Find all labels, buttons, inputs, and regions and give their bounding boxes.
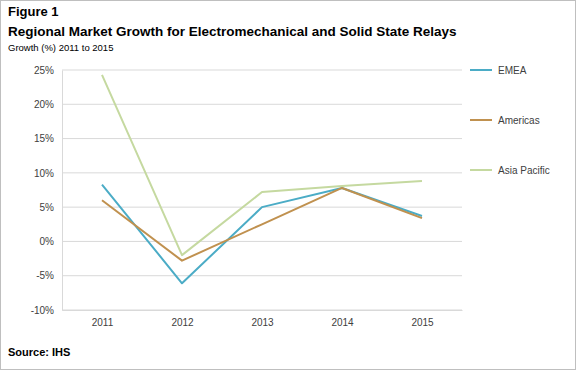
x-tick: 2012 [171,310,194,328]
x-tick-label: 2015 [411,317,434,328]
y-tick-label: 15% [34,133,54,144]
subtitle: Growth (%) 2011 to 2015 [8,42,113,53]
grid-line [62,138,462,139]
legend-label: Asia Pacific [498,165,550,176]
grid-line [62,241,462,242]
y-tick-label: 5% [40,202,55,213]
frame [1,1,576,370]
y-tick: 25% [34,65,62,76]
legend-item: Americas [470,115,540,126]
grid [62,70,462,310]
y-tick-label: 25% [34,65,54,76]
legend-item: EMEA [470,65,527,76]
x-tick-label: 2011 [92,317,114,328]
legend-swatch [470,119,492,121]
x-tick-label: 2013 [251,317,274,328]
grid-line [62,104,462,105]
x-tick: 2014 [331,310,354,328]
legend-swatch [470,169,492,171]
series-line [102,75,422,255]
y-tick: 15% [34,133,62,144]
y-tick: -5% [36,270,62,281]
x-tick: 2013 [251,310,274,328]
legend-label: EMEA [498,65,527,76]
y-tick-label: 10% [34,168,54,179]
legend-label: Americas [498,115,540,126]
chart: Figure 1 Regional Market Growth for Elect… [0,0,576,370]
y-tick: -10% [31,305,62,316]
y-tick-label: -5% [36,270,54,281]
grid-line [62,172,462,173]
grid-line [62,310,462,311]
title: Regional Market Growth for Electromechan… [8,24,457,39]
y-tick: 0% [40,236,62,247]
legend-item: Asia Pacific [470,165,550,176]
x-tick: 2011 [92,310,114,328]
y-tick: 20% [34,99,62,110]
legend-swatch [470,69,492,71]
legend: EMEA Americas Asia Pacific [470,65,550,176]
figure-label: Figure 1 [8,4,59,19]
y-axis-line [62,71,63,311]
x-tick-label: 2014 [331,317,354,328]
series-line [102,185,422,284]
grid-line [62,70,462,71]
series-line [102,188,422,261]
x-tick: 2015 [411,310,434,328]
x-tick-label: 2012 [171,317,194,328]
y-tick-label: -10% [31,305,54,316]
y-tick-label: 20% [34,99,54,110]
x-axis-line [63,310,463,311]
y-tick: 10% [34,168,62,179]
y-tick-label: 0% [40,236,55,247]
y-axis: -10% -5% 0% 5% 10% 15% 20% 25% [31,65,63,316]
lines [102,75,422,283]
source: Source: IHS [8,346,70,358]
x-axis: 2011 2012 2013 2014 2015 [63,310,463,328]
y-tick: 5% [40,202,62,213]
grid-line [62,275,462,276]
